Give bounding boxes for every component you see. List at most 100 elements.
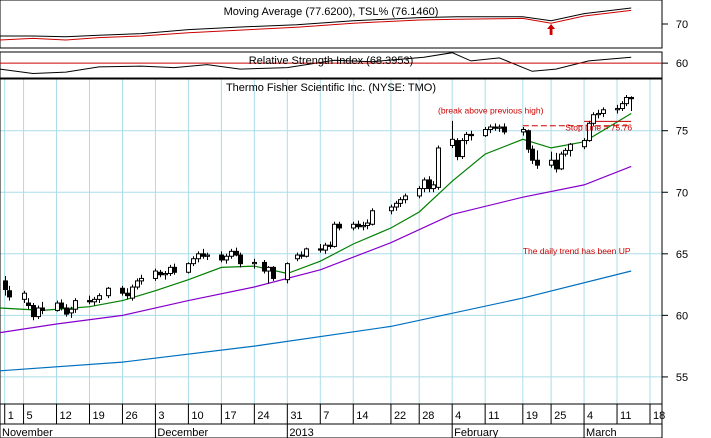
rsi-tick-label-0: 60: [676, 58, 688, 70]
x-tick-label-8: 24: [257, 410, 269, 422]
candle-2013-02-22: [535, 150, 540, 169]
ma-panel-label: Moving Average (77.6200), TSL% (76.1460): [224, 6, 439, 18]
candle-2012-11-14: [64, 304, 69, 317]
candle-2013-03-11: [615, 104, 620, 114]
x-tick-label-19: 11: [620, 410, 631, 422]
price-tick-label-3: 70: [676, 187, 688, 199]
rsi-line: [0, 52, 632, 75]
candle-body: [158, 271, 163, 276]
candle-2012-12-12: [196, 251, 201, 263]
candle-2012-12-31: [285, 262, 290, 284]
x-tick-label-0: 1: [8, 410, 14, 422]
candle-body: [389, 206, 394, 212]
candle-2013-02-19: [521, 127, 526, 136]
candle-2013-01-24: [398, 197, 403, 208]
candle-body: [172, 266, 177, 273]
candle-2012-11-19: [87, 295, 92, 305]
candle-body: [106, 287, 111, 297]
candle-body: [403, 195, 408, 201]
x-tick-label-6: 10: [191, 410, 203, 422]
candle-body: [624, 96, 629, 105]
candle-body: [234, 250, 239, 256]
candle-body: [196, 253, 201, 260]
candle-body: [271, 266, 276, 279]
candle-2012-11-13: [59, 299, 64, 311]
candle-body: [130, 286, 135, 299]
candle-2013-02-05: [455, 138, 460, 161]
x-tick-label-2: 12: [60, 410, 72, 422]
ma-panel-lines: [0, 7, 632, 41]
ma-panel: 70 Moving Average (77.6200), TSL% (76.14…: [0, 0, 688, 49]
ma-panel-black-line: [0, 7, 632, 38]
candle-2013-02-08: [469, 130, 474, 141]
candle-body: [337, 223, 342, 229]
x-axis-month-labels: November December 2013 February March: [0, 424, 617, 438]
candle-2013-03-13: [624, 95, 629, 107]
candle-body: [601, 109, 606, 114]
moving-average-fast-line: [0, 112, 632, 312]
candle-2013-01-17: [365, 219, 370, 230]
candle-body: [427, 179, 432, 190]
candle-body: [587, 122, 592, 142]
candle-body: [304, 248, 309, 257]
candle-2013-02-20: [526, 129, 531, 153]
candle-body: [629, 96, 634, 100]
candle-2013-02-04: [450, 120, 455, 148]
candle-2013-01-15: [356, 220, 361, 230]
candle-body: [488, 126, 493, 130]
candle-2013-02-27: [559, 151, 564, 171]
rsi-panel-frame: [0, 51, 663, 79]
x-tick-label-12: 22: [394, 410, 406, 422]
candle-2013-02-11: [483, 127, 488, 137]
candle-body: [266, 266, 271, 272]
candle-2013-01-28: [417, 186, 422, 199]
candle-2013-01-29: [422, 177, 427, 193]
rsi-panel: 60 Relative Strength Index (68.3953): [0, 51, 688, 79]
candle-body: [469, 133, 474, 137]
candle-body: [323, 244, 328, 251]
candle-2013-02-28: [563, 147, 568, 157]
candle-2013-02-12: [488, 124, 493, 134]
x-tick-label-16: 19: [526, 410, 538, 422]
candle-2013-01-03: [299, 251, 304, 259]
candle-2012-12-20: [234, 247, 239, 257]
candle-body: [591, 114, 596, 124]
candle-body: [521, 128, 526, 133]
candle-body: [69, 308, 74, 314]
ma-panel-red-line: [0, 9, 632, 41]
candle-2012-12-26: [262, 259, 267, 274]
annotation-trend: The daily trend has been UP: [523, 246, 631, 256]
candle-body: [125, 292, 130, 297]
candle-body: [40, 307, 45, 311]
candle-2012-11-06: [26, 298, 31, 310]
candle-2013-01-30: [427, 176, 432, 193]
candle-body: [596, 112, 601, 116]
rsi-ticks: 60: [0, 58, 688, 70]
month-label-2: 2013: [289, 427, 313, 438]
candle-2013-01-08: [323, 242, 328, 254]
candle-2012-11-27: [125, 288, 130, 300]
x-tick-label-5: 3: [158, 410, 164, 422]
candle-2013-03-06: [591, 112, 596, 126]
candle-body: [64, 307, 69, 315]
candle-2013-01-31: [431, 181, 436, 193]
candle-2012-11-23: [106, 287, 111, 299]
x-tick-label-20: 18: [653, 410, 665, 422]
candle-2013-03-05: [587, 120, 592, 142]
candle-body: [295, 254, 300, 260]
candle-body: [483, 128, 488, 137]
candle-body: [139, 277, 144, 282]
candle-body: [502, 126, 507, 133]
candle-body: [460, 140, 465, 158]
price-tick-label-2: 65: [676, 249, 688, 261]
candle-2012-11-30: [139, 274, 144, 285]
rsi-series-line: [0, 52, 632, 75]
x-axis-frame: [0, 403, 663, 438]
buy-signal-arrow-icon: [547, 24, 556, 35]
rsi-panel-label: Relative Strength Index (68.3953): [249, 55, 414, 67]
candle-2013-01-11: [337, 221, 342, 231]
candle-body: [31, 305, 36, 318]
candle-2012-11-05: [22, 290, 27, 304]
price-axis-ticks: 55 60 65 70 75: [662, 126, 688, 384]
candle-body: [464, 133, 469, 142]
